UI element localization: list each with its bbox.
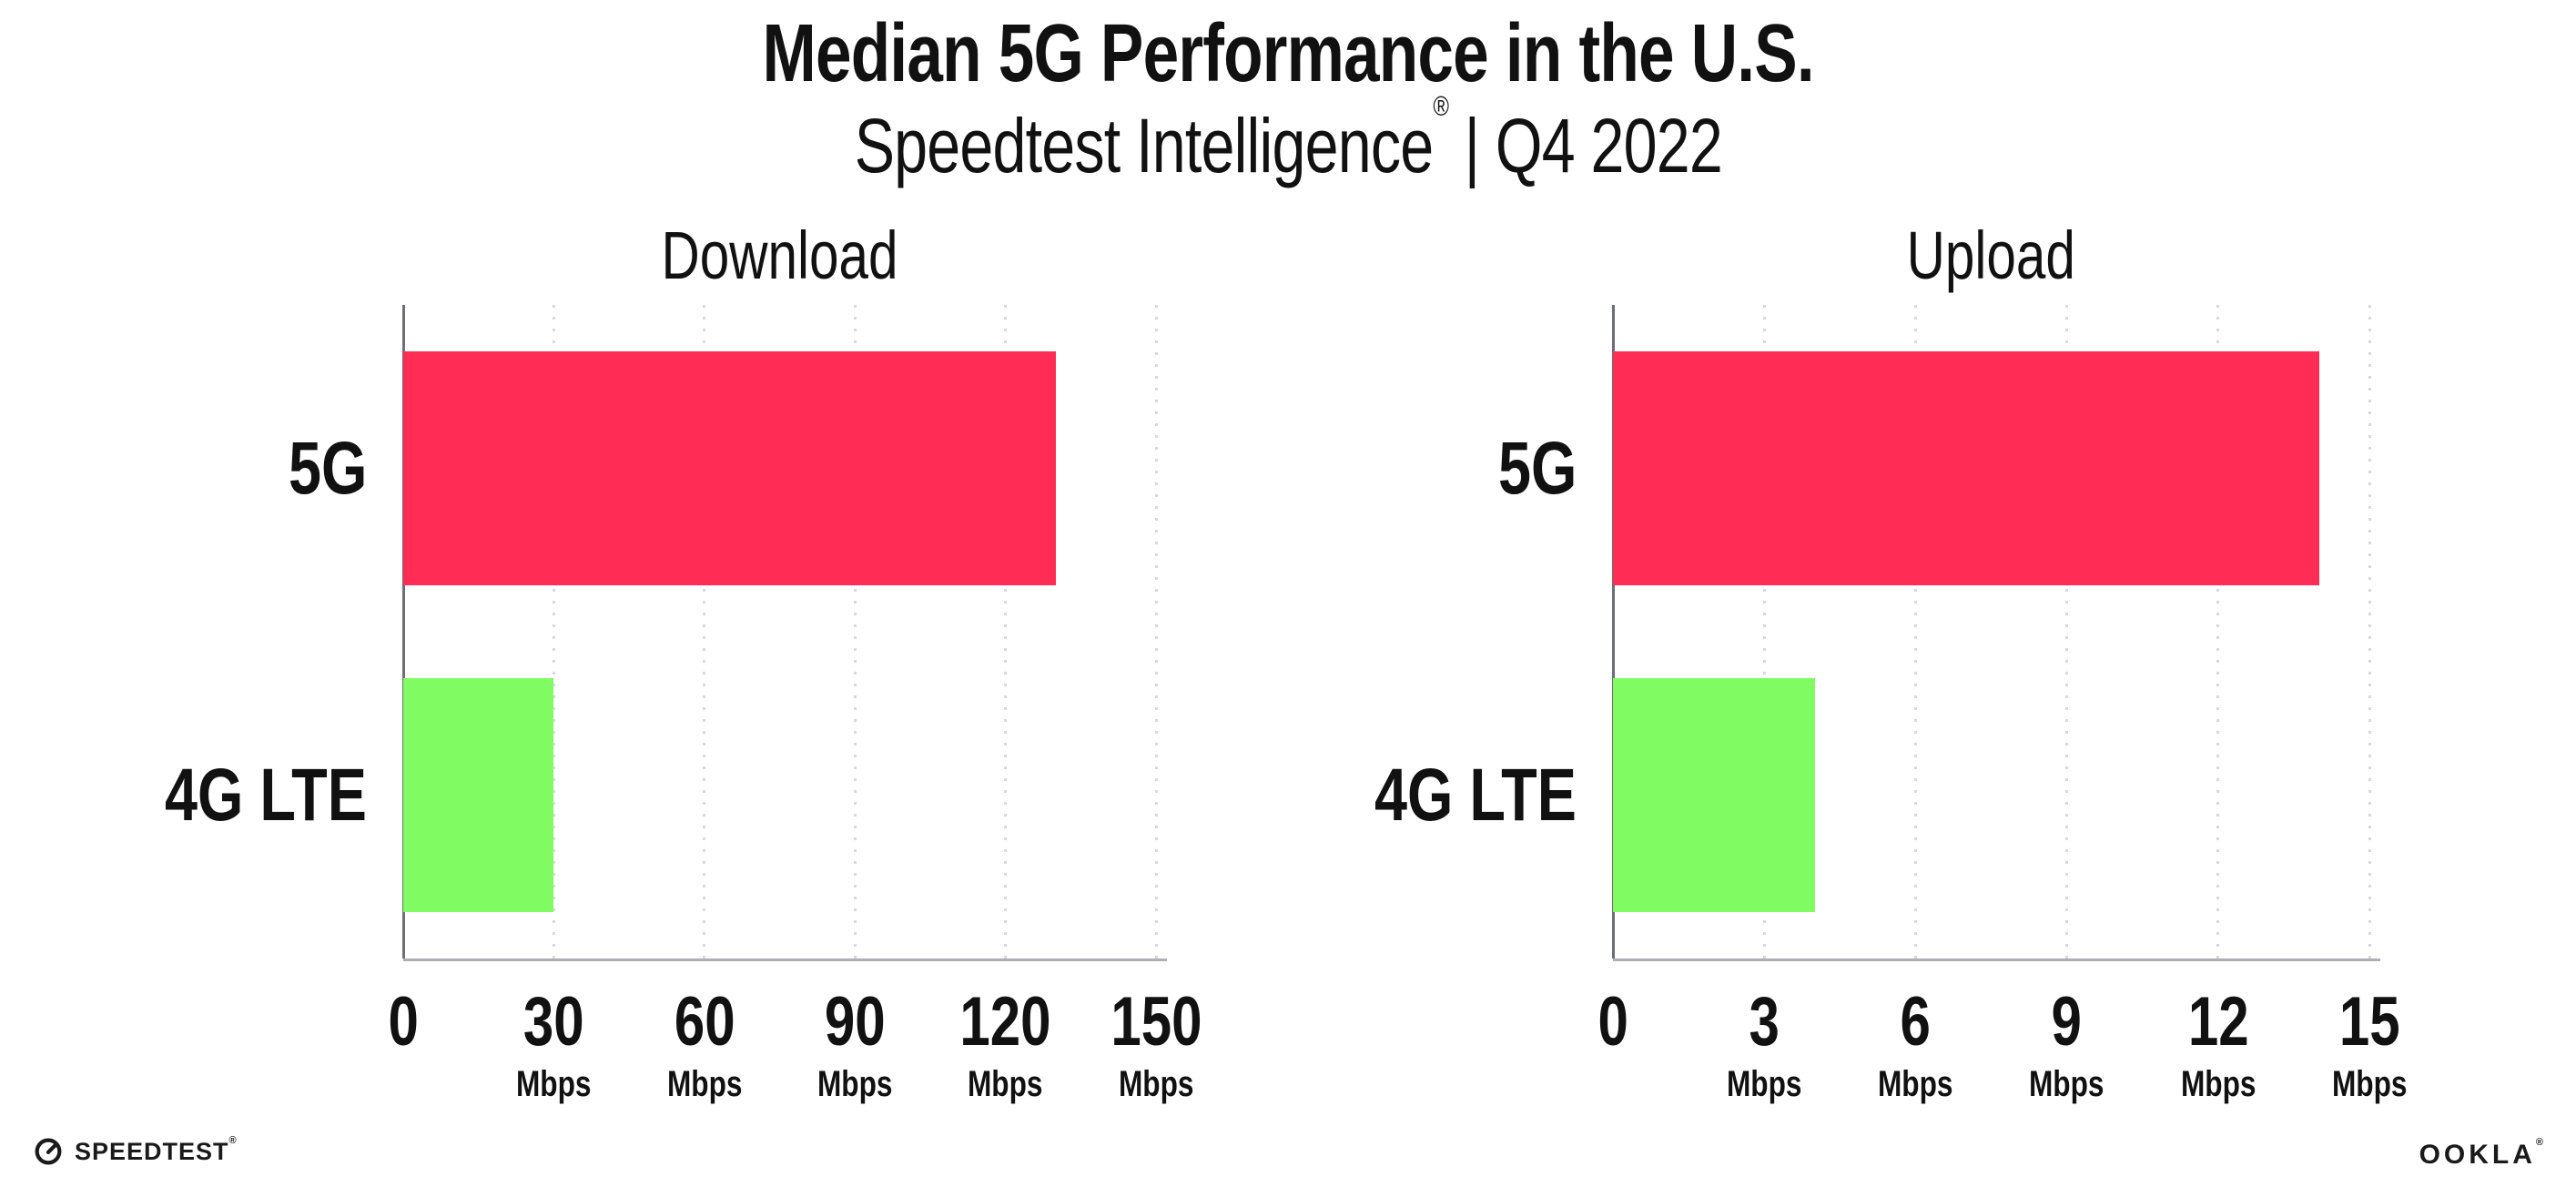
page-title: Median 5G Performance in the U.S. [762, 8, 1814, 99]
gridline [853, 305, 857, 959]
speedtest-logo: SPEEDTEST® [33, 1134, 238, 1167]
subtitle-brand: Speedtest Intelligence [854, 103, 1433, 188]
gridline [1154, 305, 1158, 959]
page-subtitle: Speedtest Intelligence® | Q4 2022 [0, 92, 2576, 188]
header: Median 5G Performance in the U.S. Speedt… [0, 9, 2576, 188]
upload-label-5g: 5G [1497, 426, 1577, 510]
upload-tick-15: 15 Mbps [2331, 983, 2408, 1104]
download-tick-120: 120 Mbps [959, 983, 1051, 1104]
upload-bar-5g [1613, 351, 2319, 585]
upload-x-axis-line [1613, 959, 2380, 961]
upload-label-4g-lte: 4G LTE [1374, 753, 1577, 837]
subtitle-period: | Q4 2022 [1447, 103, 1722, 188]
ookla-logo: OOKLA® [2419, 1137, 2547, 1171]
download-tick-0: 0 [388, 983, 419, 1060]
upload-category-labels: 5G 4G LTE [1210, 305, 1577, 959]
registered-mark: ® [1432, 91, 1449, 122]
upload-tick-9: 9 Mbps [2029, 983, 2104, 1104]
gridline [1004, 305, 1008, 959]
upload-tick-3: 3 Mbps [1726, 983, 1802, 1104]
ookla-registered-mark: ® [2535, 1137, 2547, 1148]
ookla-logo-text: OOKLA® [2419, 1137, 2547, 1170]
download-tick-60: 60 Mbps [666, 983, 743, 1104]
upload-bar-4g-lte [1613, 678, 1815, 912]
gridline [552, 305, 555, 959]
gridline [1913, 305, 1917, 959]
gridline [2216, 305, 2220, 959]
download-subplot-title: Download [661, 218, 898, 293]
gridline [703, 305, 706, 959]
upload-tick-6: 6 Mbps [1878, 983, 1953, 1104]
gridline [1762, 305, 1766, 959]
download-plot-area: 0 30 Mbps 60 Mbps 90 Mbps 120 Mbps 150 M… [388, 305, 1202, 1102]
download-category-labels: 5G 4G LTE [0, 305, 367, 959]
download-tick-90: 90 Mbps [816, 983, 893, 1104]
download-y-axis-line [402, 305, 405, 959]
speedtest-registered-mark: ® [228, 1134, 238, 1146]
upload-tick-12: 12 Mbps [2180, 983, 2257, 1104]
download-label-4g-lte: 4G LTE [165, 753, 367, 837]
gridline [2368, 305, 2371, 959]
download-bar-4g-lte [403, 678, 554, 912]
upload-plot-area: 0 3 Mbps 6 Mbps 9 Mbps 12 Mbps 15 Mbps [1597, 305, 2407, 1102]
upload-y-axis-line [1612, 305, 1615, 959]
speedtest-gauge-icon [33, 1136, 64, 1167]
download-x-axis-line [403, 959, 1167, 961]
download-tick-30: 30 Mbps [516, 983, 592, 1104]
download-label-5g: 5G [288, 426, 367, 510]
download-bar-5g [403, 351, 1056, 585]
gridline [2065, 305, 2069, 959]
upload-tick-0: 0 [1597, 983, 1628, 1060]
download-tick-150: 150 Mbps [1110, 983, 1202, 1104]
speedtest-logo-text: SPEEDTEST® [75, 1134, 238, 1165]
upload-subplot-title: Upload [1906, 218, 2076, 293]
